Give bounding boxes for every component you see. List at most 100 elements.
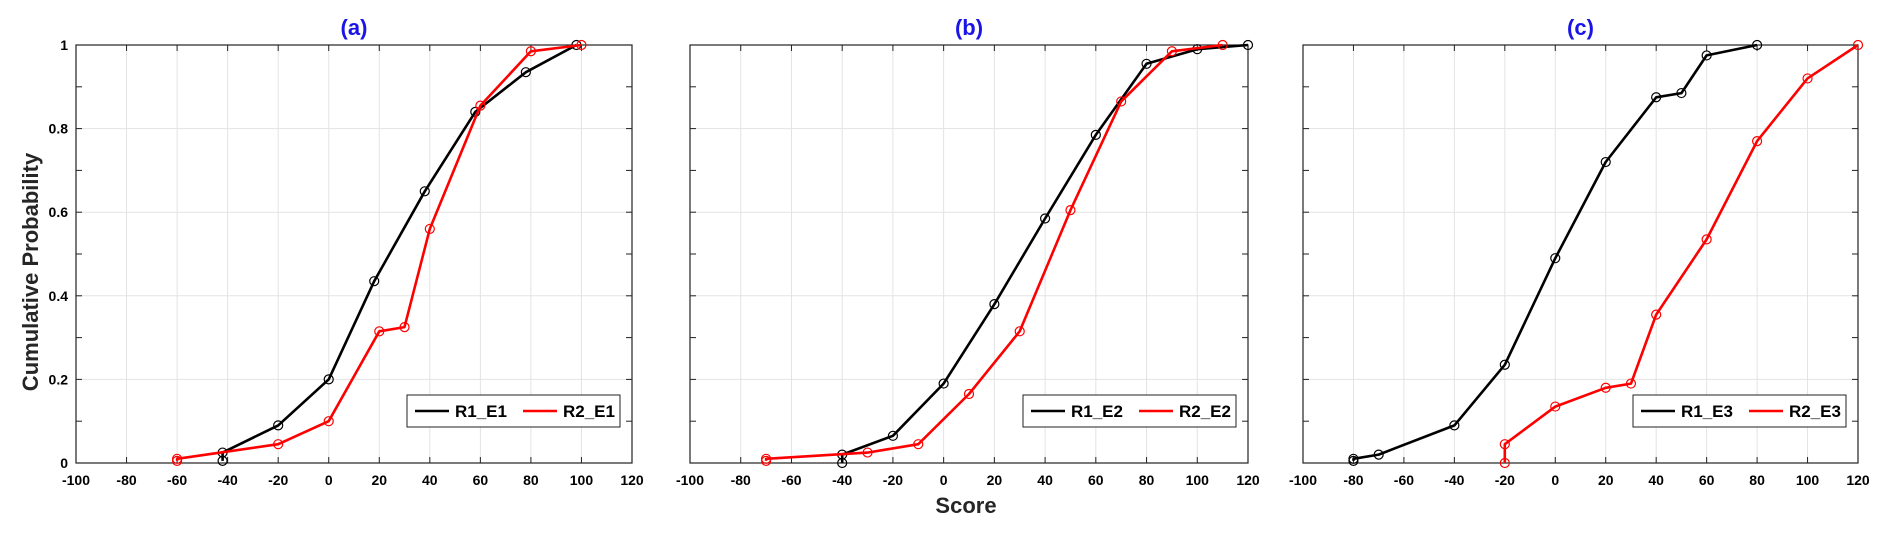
- data-point: [1449, 420, 1460, 431]
- data-point: [323, 416, 334, 427]
- x-tick-label: -60: [1394, 472, 1414, 488]
- data-point: [1651, 92, 1662, 103]
- data-point: [1065, 205, 1076, 216]
- chart-title-a: (a): [341, 15, 368, 40]
- data-point: [475, 100, 486, 111]
- x-tick-label: -20: [883, 472, 903, 488]
- data-point: [399, 322, 410, 333]
- x-tick-label: 60: [1088, 472, 1104, 488]
- x-tick-label: -40: [218, 472, 238, 488]
- data-point: [1676, 87, 1687, 99]
- data-point: [1600, 156, 1611, 168]
- data-point: [862, 447, 873, 458]
- series-line-r2-e2: [764, 43, 1223, 461]
- data-point: [1373, 449, 1384, 460]
- x-tick-label: -80: [116, 472, 136, 488]
- y-tick-label: 0.2: [49, 371, 69, 387]
- data-point: [1751, 136, 1763, 147]
- x-tick-label: -60: [167, 472, 187, 488]
- x-tick-label: 100: [1796, 472, 1820, 488]
- data-point: [1701, 234, 1712, 245]
- x-tick-label: 0: [1551, 472, 1559, 488]
- data-point: [1701, 50, 1712, 61]
- data-point: [1751, 39, 1763, 51]
- chart-panel-a: -100 -80 -60 -40 -20 0 20 40 60 80 100 120 0 0.2 0.4 0.…: [49, 15, 644, 488]
- data-point: [1348, 453, 1359, 464]
- x-tick-label: 120: [1846, 472, 1870, 488]
- data-point: [576, 39, 587, 51]
- y-tick-label: 0.8: [49, 121, 69, 137]
- x-tick-label: 20: [371, 472, 387, 488]
- data-point: [273, 439, 284, 450]
- data-point: [525, 46, 537, 57]
- data-point: [1039, 213, 1051, 224]
- data-point: [1499, 457, 1510, 469]
- data-point: [1625, 378, 1637, 389]
- y-tick-label: 1: [60, 37, 68, 53]
- data-point: [520, 67, 531, 78]
- data-point: [1852, 39, 1864, 51]
- series-line-r2-e1: [175, 43, 582, 461]
- data-point: [1141, 58, 1152, 69]
- y-tick-label: 0.6: [49, 204, 69, 220]
- x-tick-label: -100: [1289, 472, 1317, 488]
- x-tick-label: 120: [620, 472, 644, 488]
- x-tick-label: 120: [1236, 472, 1260, 488]
- data-point: [217, 455, 228, 467]
- data-point: [913, 439, 924, 450]
- legend-a: R1_E1 R2_E1: [406, 394, 621, 428]
- data-point: [1550, 253, 1561, 264]
- data-point: [837, 457, 848, 469]
- x-tick-label: 0: [940, 472, 948, 488]
- chart-panel-b: -100 -80 -60 -40 -20 0 20 40 60 80 100 120(b)R1_E2 R…: [676, 15, 1260, 488]
- legend-entry-label: R1_E2: [1071, 402, 1123, 421]
- x-tick-label: -20: [268, 472, 288, 488]
- data-point: [1242, 39, 1254, 51]
- data-point: [1116, 96, 1127, 107]
- x-tick-label: -60: [781, 472, 801, 488]
- chart-title-c: (c): [1567, 15, 1594, 40]
- y-tick-label: 0: [60, 455, 68, 471]
- data-point: [1217, 39, 1228, 51]
- x-tick-label: 80: [523, 472, 539, 488]
- data-point: [424, 223, 435, 235]
- x-axis-label: Score: [935, 493, 996, 518]
- data-point: [1651, 309, 1662, 320]
- x-tick-label: 40: [1648, 472, 1664, 488]
- series-line-r2-e3: [1503, 43, 1859, 463]
- data-point: [1600, 382, 1611, 393]
- legend-b: R1_E2 R2_E2: [1022, 394, 1237, 428]
- y-axis-label: Cumulative Probability: [18, 152, 43, 391]
- data-point: [1802, 73, 1813, 84]
- legend-entry-label: R1_E1: [455, 402, 507, 421]
- legend-entry-label: R1_E3: [1681, 402, 1733, 421]
- data-point: [938, 378, 949, 389]
- x-tick-label: -20: [1495, 472, 1515, 488]
- data-point: [419, 186, 430, 197]
- x-tick-label: -100: [62, 472, 90, 488]
- x-tick-label: -80: [1343, 472, 1363, 488]
- x-tick-label: 80: [1749, 472, 1765, 488]
- x-tick-label: 80: [1139, 472, 1155, 488]
- x-tick-label: -100: [676, 472, 704, 488]
- x-tick-label: 40: [422, 472, 438, 488]
- legend-entry-label: R2_E3: [1789, 402, 1841, 421]
- data-point: [171, 453, 183, 464]
- data-point: [1550, 401, 1561, 412]
- data-point: [1166, 46, 1178, 57]
- legend-entry-label: R2_E1: [563, 402, 615, 421]
- data-point: [887, 430, 899, 441]
- x-tick-label: 100: [570, 472, 594, 488]
- x-tick-label: 40: [1037, 472, 1053, 488]
- series-line-r1-e2: [840, 43, 1249, 463]
- x-tick-label: 60: [1699, 472, 1715, 488]
- x-tick-label: -40: [832, 472, 852, 488]
- x-tick-label: 0: [325, 472, 333, 488]
- series-line-r1-e1: [221, 43, 578, 461]
- y-tick-label: 0.4: [49, 288, 69, 304]
- data-point: [1014, 326, 1025, 337]
- x-tick-label: -80: [731, 472, 751, 488]
- data-point: [1499, 439, 1510, 450]
- legend-c: R1_E3 R2_E3: [1632, 394, 1847, 428]
